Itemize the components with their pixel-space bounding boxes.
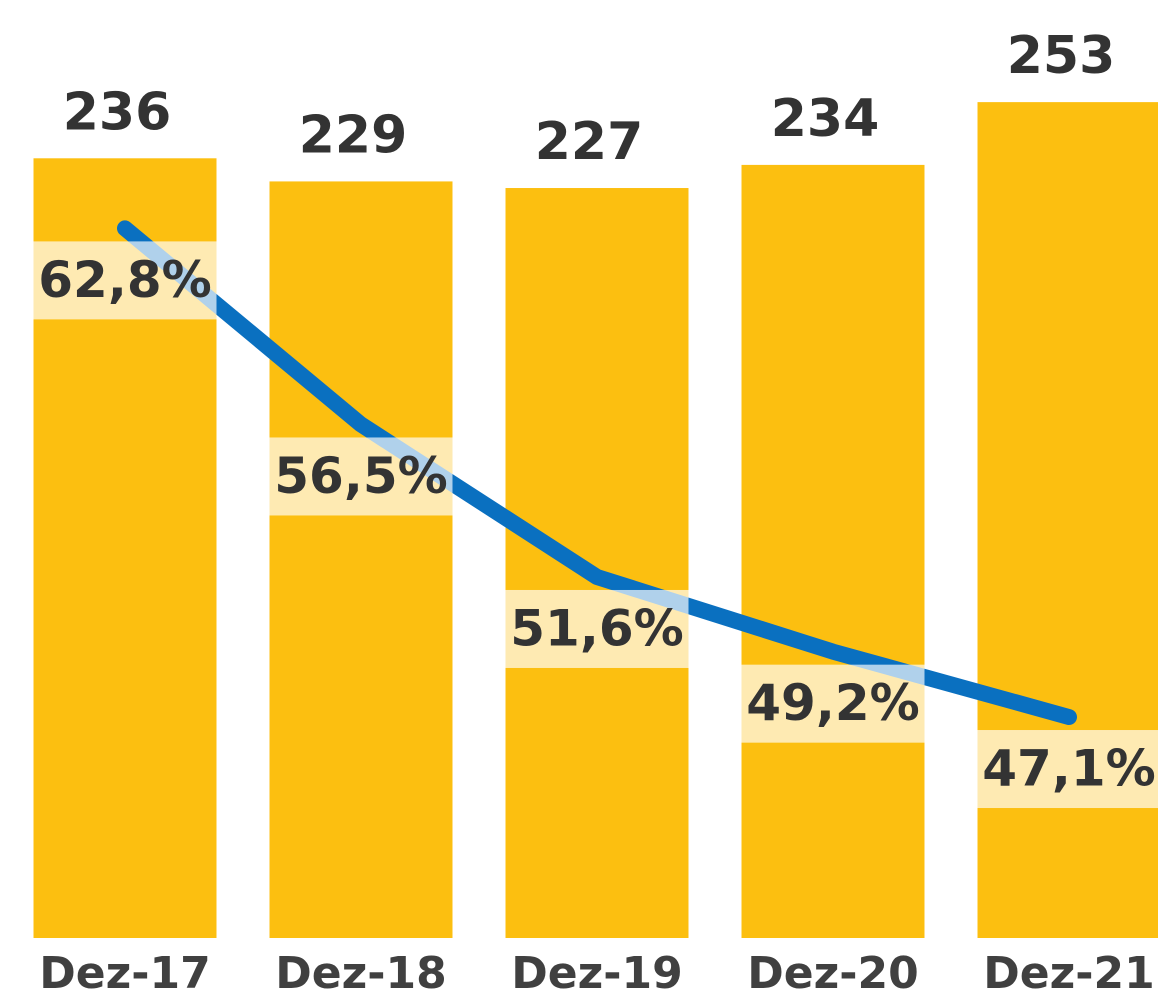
bar <box>741 164 925 938</box>
bar <box>505 188 689 938</box>
x-tick-label: Dez-20 <box>747 948 918 999</box>
bar-value-label: 234 <box>771 89 880 149</box>
x-tick-label: Dez-17 <box>39 948 210 999</box>
bar-value-label: 227 <box>535 112 644 172</box>
x-tick-label: Dez-21 <box>983 948 1154 999</box>
label-box <box>33 241 217 320</box>
bar-value-label: 253 <box>1007 26 1116 86</box>
label-box <box>977 730 1158 809</box>
label-box <box>269 437 453 516</box>
line-value-label: 49,2% <box>746 674 919 732</box>
label-box <box>741 664 925 743</box>
bar <box>977 102 1158 938</box>
x-tick-label: Dez-19 <box>511 948 682 999</box>
x-tick-label: Dez-18 <box>275 948 446 999</box>
line-value-label: 56,5% <box>274 447 447 505</box>
line-value-label: 62,8% <box>38 251 211 309</box>
label-box <box>505 589 689 668</box>
line-value-label: 47,1% <box>982 740 1155 798</box>
line-value-label: 51,6% <box>510 599 683 657</box>
bar-value-label: 229 <box>299 105 408 165</box>
bar-value-label: 236 <box>63 82 172 142</box>
bar <box>269 181 453 938</box>
